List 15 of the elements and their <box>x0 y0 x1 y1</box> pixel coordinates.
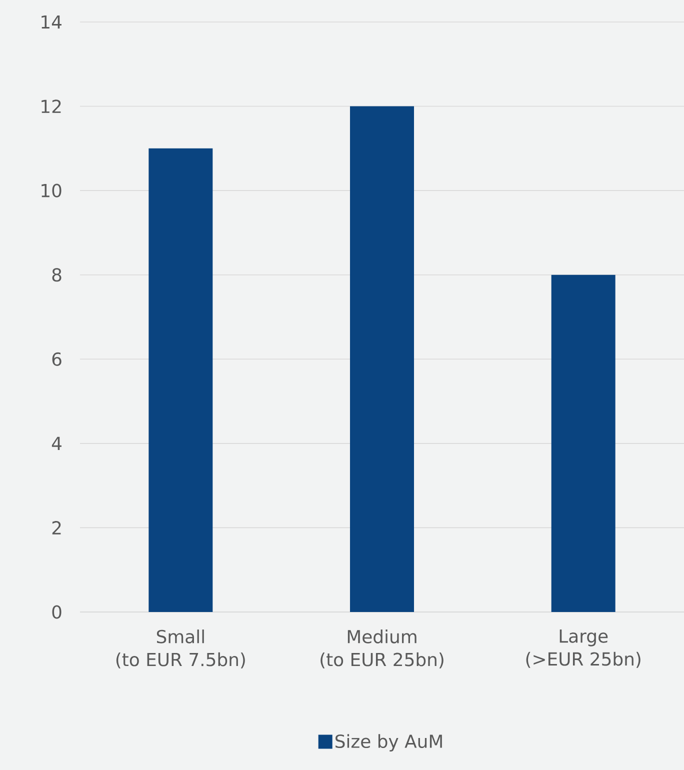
y-tick-label: 10 <box>42 184 62 198</box>
x-tick-label: Small (to EUR 7.5bn) <box>116 630 245 668</box>
y-tick-label: 2 <box>52 521 61 534</box>
bar <box>148 148 213 612</box>
x-tick-label: Large (>EUR 25bn) <box>526 630 640 668</box>
y-tick-label: 8 <box>52 268 62 282</box>
y-tick-label: 14 <box>42 15 62 29</box>
x-tick-label: Medium (to EUR 25bn) <box>320 630 444 668</box>
legend-label: Size by AuM <box>336 734 442 752</box>
bar <box>350 106 414 612</box>
y-tick-label: 12 <box>42 100 61 113</box>
y-tick-label: 0 <box>52 605 62 619</box>
bar <box>551 274 616 612</box>
y-tick-label: 6 <box>52 352 62 366</box>
y-tick-label: 4 <box>52 436 62 450</box>
